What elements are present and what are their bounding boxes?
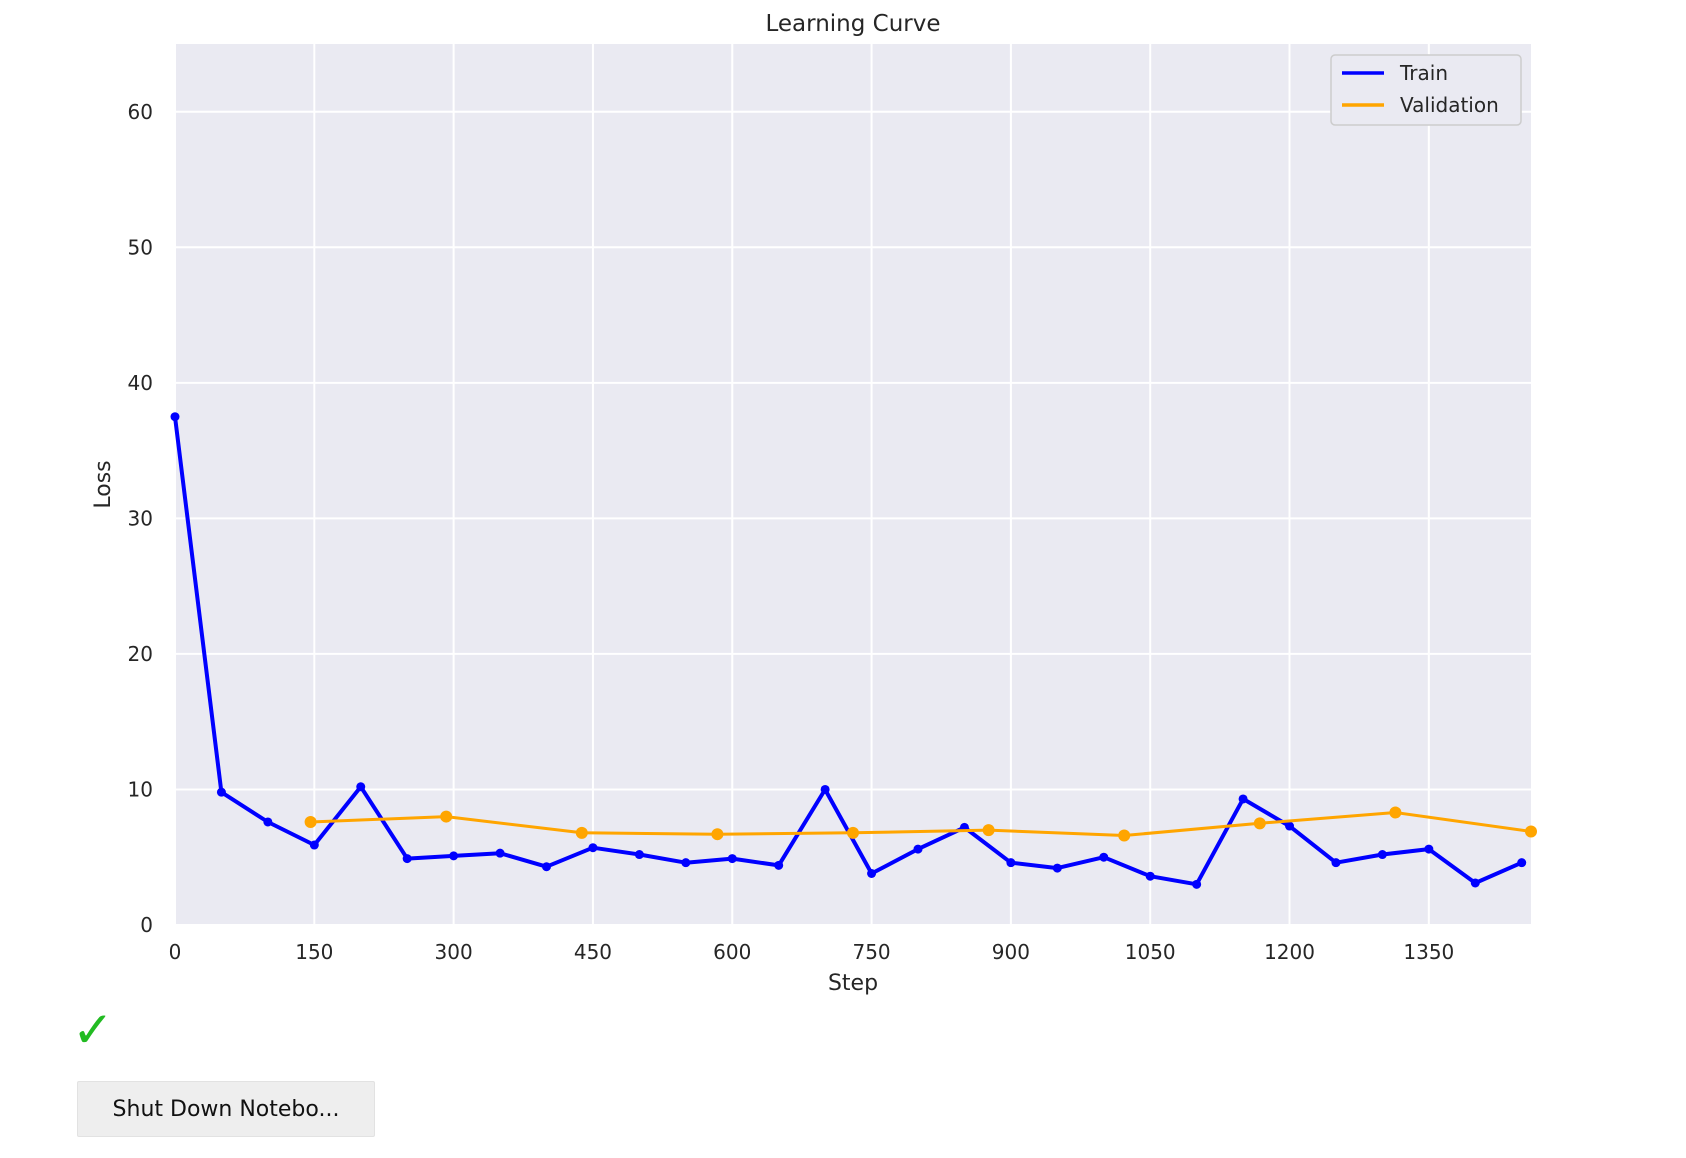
train-point <box>1424 844 1434 854</box>
train-point <box>449 851 459 861</box>
validation-point <box>575 826 588 839</box>
validation-point <box>847 826 859 839</box>
x-tick-label: 600 <box>713 940 751 964</box>
chart-title: Learning Curve <box>765 11 940 37</box>
train-point <box>1285 821 1295 831</box>
train-point <box>495 848 505 858</box>
validation-point <box>982 824 995 837</box>
train-point <box>820 784 830 794</box>
x-tick-label: 1350 <box>1403 940 1454 964</box>
train-point <box>170 412 180 422</box>
validation-point <box>1118 829 1131 842</box>
train-point <box>1331 858 1341 868</box>
x-tick-label: 900 <box>992 940 1030 964</box>
shutdown-notebook-button[interactable]: Shut Down Notebo... <box>77 1081 375 1137</box>
train-point <box>542 862 552 872</box>
validation-point <box>440 810 453 823</box>
x-tick-label: 150 <box>295 940 333 964</box>
train-point <box>1099 852 1109 862</box>
validation-point <box>711 828 724 841</box>
validation-point <box>304 815 317 828</box>
y-tick-label: 10 <box>128 777 153 801</box>
validation-point <box>1525 825 1537 838</box>
series-layer <box>170 412 1537 889</box>
legend-label-train: Train <box>1399 61 1448 85</box>
x-tick-label: 1050 <box>1125 940 1176 964</box>
train-point <box>1470 878 1480 888</box>
x-axis-title: Step <box>828 971 878 996</box>
train-point <box>681 858 691 868</box>
train-point <box>1145 871 1155 881</box>
train-point <box>1238 794 1248 804</box>
chart-svg: 0 150 300 450 600 750 900 1050 1200 1350 0 10 20 30 4… <box>91 11 1537 996</box>
train-point <box>263 817 273 827</box>
train-point <box>727 854 737 864</box>
train-point <box>634 850 644 860</box>
train-point <box>1052 863 1062 873</box>
train-point <box>1006 858 1016 868</box>
train-point <box>913 844 923 854</box>
validation-line <box>310 811 1532 837</box>
y-axis-title: Loss <box>91 460 116 508</box>
y-tick-label: 0 <box>140 913 153 937</box>
train-point <box>356 782 366 792</box>
y-tick-label: 40 <box>128 371 153 395</box>
x-tick-label: 1200 <box>1264 940 1315 964</box>
train-point <box>867 868 877 878</box>
x-tick-label: 300 <box>435 940 473 964</box>
success-check-icon: ✓ <box>72 1001 114 1059</box>
validation-point <box>1253 817 1266 830</box>
legend-label-validation: Validation <box>1400 93 1499 117</box>
grid-layer <box>174 44 1531 926</box>
train-point <box>1377 850 1387 860</box>
legend: Train Validation <box>1330 54 1522 126</box>
validation-point <box>1389 806 1402 819</box>
x-tick-label: 0 <box>169 940 182 964</box>
x-tick-label: 450 <box>574 940 612 964</box>
train-point <box>1517 858 1527 868</box>
train-point <box>1192 879 1202 889</box>
train-point <box>588 843 598 853</box>
y-tick-label: 20 <box>128 642 153 666</box>
train-point <box>774 860 784 870</box>
train-point <box>309 840 319 850</box>
y-tick-label: 60 <box>128 100 153 124</box>
x-tick-labels: 0 150 300 450 600 750 900 1050 1200 1350 <box>169 940 1455 964</box>
x-tick-label: 750 <box>852 940 890 964</box>
train-point <box>216 787 226 797</box>
learning-curve-chart: 0 150 300 450 600 750 900 1050 1200 1350 0 10 20 30 4… <box>91 11 1537 996</box>
train-point <box>402 854 412 864</box>
y-tick-labels: 0 10 20 30 40 50 60 <box>128 100 153 937</box>
y-tick-label: 30 <box>128 506 153 530</box>
y-tick-label: 50 <box>128 235 153 259</box>
plot-background <box>175 44 1531 925</box>
